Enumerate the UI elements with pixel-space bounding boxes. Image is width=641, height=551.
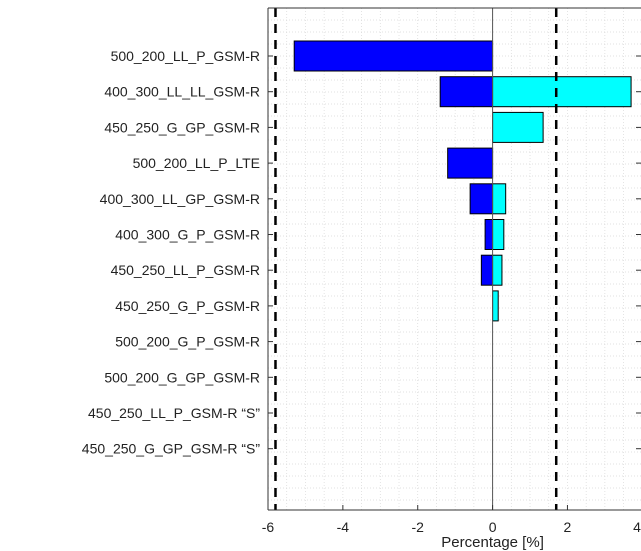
bar-series-1 <box>447 147 494 179</box>
x-tick-label: -6 <box>262 519 275 535</box>
category-label: 400_300_G_P_GSM-R <box>115 227 260 243</box>
category-label: 400_300_LL_LL_GSM-R <box>104 84 260 100</box>
reference-lines <box>274 8 558 510</box>
category-label: 450_250_LL_P_GSM-R <box>111 262 260 278</box>
category-labels: 500_200_LL_P_GSM-R 400_300_LL_LL_GSM-R 450… <box>82 48 261 457</box>
x-tick-label: -2 <box>411 519 424 535</box>
category-label: 450_250_G_P_GSM-R <box>115 298 260 314</box>
bar-series-2 <box>492 290 499 322</box>
bar-series-2 <box>492 111 544 143</box>
bar-series-2 <box>492 254 503 286</box>
bars <box>293 40 632 322</box>
category-label: 500_200_LL_P_GSM-R <box>111 48 260 64</box>
bar-series-1 <box>293 40 494 72</box>
bar-series-1 <box>480 254 494 286</box>
x-tick-label: 2 <box>564 519 572 535</box>
category-label: 450_250_G_GP_GSM-R <box>104 119 260 135</box>
bar-series-1 <box>469 183 494 215</box>
x-axis-title: Percentage [%] <box>441 534 544 551</box>
bar-series-2 <box>492 76 632 108</box>
x-tick-label: 4 <box>633 519 641 535</box>
x-tick-label: 0 <box>489 519 497 535</box>
category-label: 400_300_LL_GP_GSM-R <box>100 191 260 207</box>
axes <box>267 7 641 511</box>
x-tick-labels: -6 -4 -2 0 2 4 <box>262 519 641 535</box>
bar-series-1 <box>484 219 494 250</box>
bar-series-1 <box>439 76 494 108</box>
category-label: 500_200_G_P_GSM-R <box>115 334 260 350</box>
category-label: 500_200_G_GP_GSM-R <box>104 369 260 385</box>
category-label: 450_250_LL_P_GSM-R “S” <box>88 405 260 421</box>
category-label: 500_200_LL_P_LTE <box>133 155 260 171</box>
x-tick-label: -4 <box>337 519 350 535</box>
bar-series-2 <box>492 183 507 215</box>
bar-series-2 <box>492 219 505 250</box>
category-label: 450_250_G_GP_GSM-R “S” <box>82 441 261 457</box>
